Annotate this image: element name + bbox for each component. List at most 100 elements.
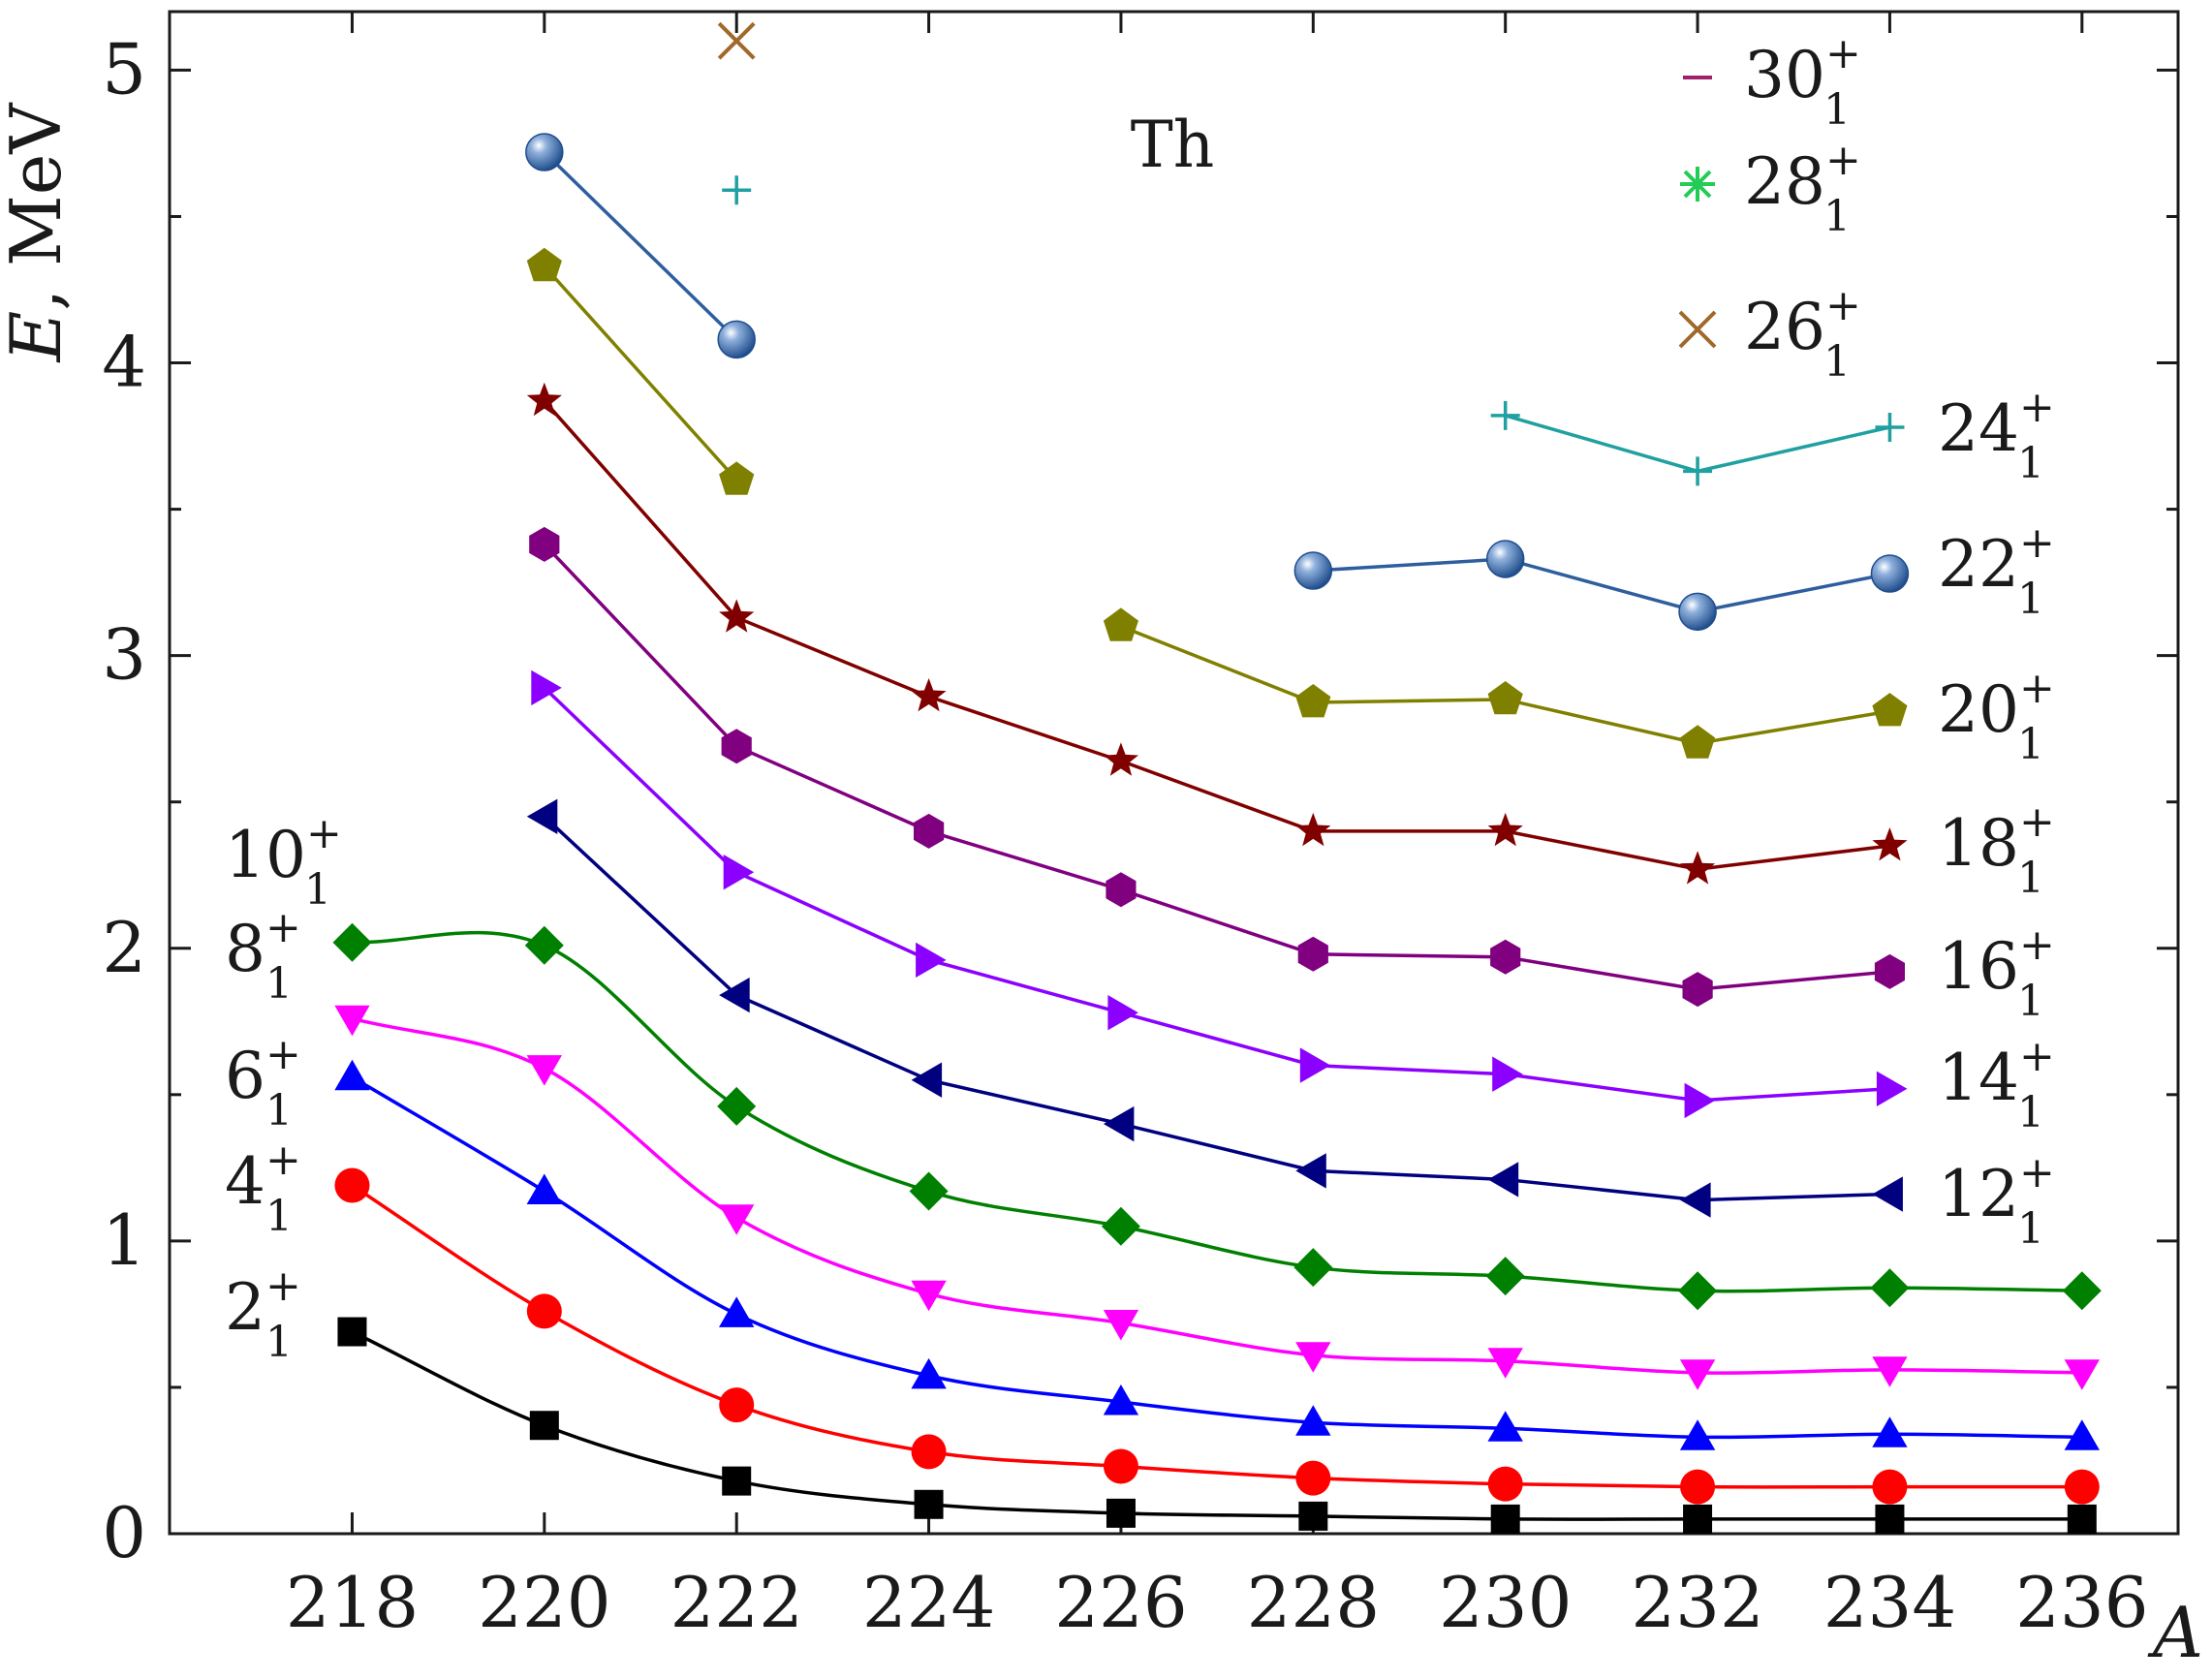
data-point-18	[911, 678, 947, 712]
data-point-18	[1872, 827, 1908, 861]
data-point-20	[526, 247, 562, 282]
data-point-6	[1872, 1416, 1908, 1447]
data-point-20	[1487, 681, 1523, 715]
data-point-10	[1293, 1248, 1333, 1288]
data-point-24	[1683, 456, 1713, 486]
level-label-20: 20+ 1	[1938, 664, 2055, 769]
data-point-2	[914, 1489, 944, 1519]
y-tick-label: 1	[102, 1199, 146, 1281]
data-point-8	[1103, 1310, 1139, 1341]
data-point-18	[526, 382, 562, 417]
y-tick-label: 5	[102, 28, 146, 109]
level-label-18: 18+ 1	[1938, 797, 2055, 903]
data-point-20	[719, 461, 755, 495]
data-point-6	[1679, 1419, 1716, 1450]
data-point-18	[719, 599, 755, 633]
data-point-22	[525, 133, 564, 171]
data-point-24	[1875, 413, 1905, 443]
data-point-2	[337, 1317, 367, 1347]
x-tick-label: 232	[1631, 1562, 1763, 1643]
data-point-6	[334, 1059, 370, 1091]
series-line-6	[351, 1075, 2082, 1440]
data-point-10	[909, 1171, 949, 1211]
data-point-8	[1679, 1359, 1716, 1390]
data-point-12	[719, 977, 750, 1013]
data-point-22	[1485, 540, 1525, 578]
series-18	[526, 382, 1908, 885]
y-tick-label: 2	[102, 907, 146, 988]
level-label-8: 8+ 1	[225, 903, 301, 1009]
data-point-14	[1876, 1071, 1908, 1106]
data-point-14	[1299, 1047, 1331, 1083]
series-6	[334, 1059, 2100, 1450]
data-point-4	[911, 1434, 947, 1470]
data-point-24	[722, 175, 752, 205]
series-line-4	[351, 1184, 2082, 1489]
data-point-20	[1872, 693, 1908, 727]
x-tick-label: 220	[478, 1562, 610, 1643]
series-8	[334, 1005, 2100, 1390]
x-tick-label: 224	[862, 1562, 995, 1643]
data-point-2	[1683, 1504, 1713, 1534]
x-tick-label: 222	[670, 1562, 802, 1643]
series-line-14	[543, 686, 1890, 1103]
series-line-22	[543, 150, 738, 341]
plot-frame	[168, 10, 2180, 1536]
data-point-16	[1490, 939, 1521, 975]
data-point-22	[1293, 551, 1333, 590]
x-tick-label: 230	[1439, 1562, 1572, 1643]
data-point-4	[1872, 1469, 1908, 1505]
data-point-18	[1295, 812, 1331, 847]
data-point-18	[1103, 742, 1138, 776]
data-point-2	[1106, 1498, 1136, 1528]
data-point-26	[717, 21, 756, 60]
series-line-10	[352, 930, 2082, 1293]
data-point-8	[1295, 1342, 1331, 1373]
data-point-8	[526, 1055, 562, 1086]
series-line-20	[543, 264, 738, 482]
data-point-14	[723, 855, 755, 890]
data-point-16	[721, 729, 752, 764]
level-label-14: 14+ 1	[1938, 1032, 2055, 1137]
level-label-28: 28+ 1	[1744, 136, 1861, 241]
data-point-16	[1106, 872, 1137, 908]
level-label-16: 16+ 1	[1938, 920, 2055, 1026]
data-point-8	[2064, 1359, 2100, 1390]
data-point-18	[1487, 812, 1523, 847]
data-point-14	[916, 942, 947, 978]
data-point-10	[524, 925, 564, 965]
data-point-12	[1680, 1182, 1711, 1218]
data-point-16	[914, 813, 945, 849]
data-point-6	[911, 1357, 947, 1389]
level-label-6: 6+ 1	[225, 1030, 301, 1136]
legend-marker-28	[1680, 167, 1715, 202]
data-point-14	[1492, 1056, 1523, 1092]
data-point-4	[1295, 1460, 1331, 1496]
data-point-12	[1103, 1105, 1135, 1142]
series-layer	[332, 21, 2102, 1534]
level-label-4: 4+ 1	[225, 1136, 301, 1241]
data-point-16	[529, 526, 560, 562]
data-point-4	[1680, 1469, 1716, 1505]
series-line-2	[351, 1329, 2082, 1521]
data-point-2	[1875, 1504, 1905, 1534]
data-point-6	[1295, 1405, 1331, 1436]
data-point-10	[332, 922, 372, 962]
data-point-2	[1298, 1501, 1328, 1531]
axes: 218 220 222 224 226 228 230 232 234 236012345AE, …	[0, 10, 2203, 1673]
series-20	[526, 247, 1908, 759]
data-point-2	[2067, 1504, 2097, 1534]
x-tick-label: 226	[1054, 1562, 1187, 1643]
data-point-10	[1870, 1268, 1910, 1308]
data-point-14	[1107, 995, 1138, 1031]
element-annotation: Th	[1131, 108, 1215, 182]
x-tick-label: 234	[1823, 1562, 1956, 1643]
data-point-6	[1103, 1384, 1139, 1416]
series-line-18	[543, 399, 1890, 871]
level-label-12: 12+ 1	[1938, 1148, 2055, 1254]
data-point-22	[717, 320, 756, 359]
level-label-26: 26+ 1	[1744, 281, 1861, 387]
x-tick-label: 228	[1247, 1562, 1380, 1643]
y-tick-label: 3	[102, 614, 146, 696]
data-point-12	[1872, 1176, 1903, 1212]
